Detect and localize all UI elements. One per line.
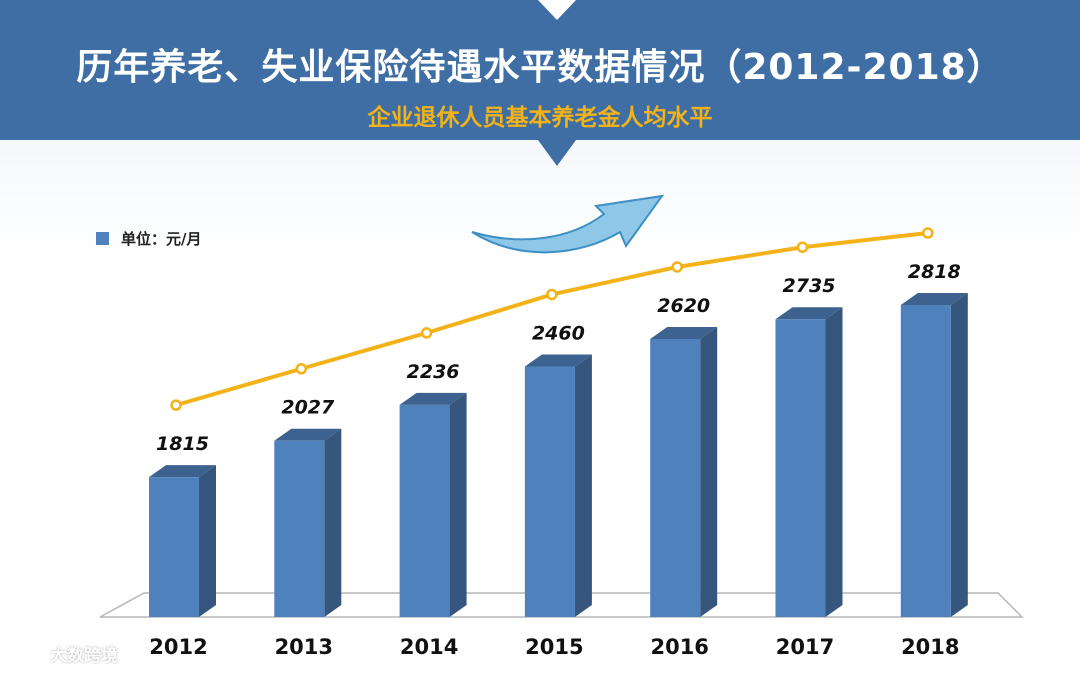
x-tick-label: 2014 [400,635,458,659]
bar-top [274,428,342,441]
bar-2018 [900,293,968,617]
bar-side [950,293,968,617]
value-label: 2735 [783,275,836,297]
trend-point [796,241,809,253]
value-label: 2236 [407,361,460,383]
value-label: 2460 [532,322,585,344]
bar-2012 [149,465,216,617]
trend-line-group [170,227,934,411]
arrow-up-right-icon [471,194,665,254]
bar-2013 [274,428,342,617]
watermark-text: 大数跨境 [50,645,118,666]
banner-bottom-notch [538,140,576,166]
legend: 单位：元/月 [96,228,201,248]
bar-front [149,477,199,617]
watermark: 大数跨境 [14,640,118,666]
bar-2014 [399,392,467,617]
x-tick-label: 2013 [275,635,333,659]
bar-front [650,338,701,617]
trend-point [546,288,558,301]
watermark-logo-icon [14,642,44,664]
banner-top-notch [538,0,576,20]
chart-subtitle: 企业退休人员基本养老金人均水平 [367,105,713,131]
x-tick-label: 2017 [776,635,834,659]
value-label: 1815 [156,433,209,455]
trend-point [420,327,433,339]
value-label: 2620 [657,295,710,317]
legend-swatch [96,231,109,245]
bar-front [524,366,575,617]
bar-2017 [775,307,843,617]
x-axis-labels: 2012 2013 2014 2015 2016 2017 2018 [149,635,959,659]
bar-2015 [524,354,592,617]
bar-side [574,354,592,617]
bar-front [775,319,826,617]
trend-point [671,261,683,273]
bar-2016 [650,326,718,617]
bar-side [700,326,718,617]
bar-front [274,440,325,617]
value-label: 2027 [281,397,335,419]
x-tick-label: 2012 [149,635,207,659]
x-tick-label: 2015 [525,635,583,659]
trend-point [295,362,308,375]
chart-title: 历年养老、失业保险待遇水平数据情况（2012-2018） [76,47,1004,88]
bar-top [149,465,216,478]
bar-front [399,404,450,617]
header-banner [0,0,1080,140]
trend-point [170,399,182,411]
value-labels-group: 1815 2027 2236 2460 2620 2735 2818 [156,261,961,455]
bar-top [650,326,718,339]
bar-top [900,293,968,305]
bar-side [199,465,216,617]
bar-top [524,354,592,367]
bar-front [900,305,951,617]
legend-label: 单位：元/月 [121,229,202,248]
bar-top [399,392,467,405]
bars-group [149,293,968,617]
bar-side [449,392,467,617]
bar-top [775,307,843,320]
x-tick-label: 2016 [650,635,708,659]
x-tick-label: 2018 [901,635,959,659]
bar-side [825,307,843,617]
trend-point [922,227,934,239]
bar-side [324,428,342,617]
value-label: 2818 [908,261,961,283]
